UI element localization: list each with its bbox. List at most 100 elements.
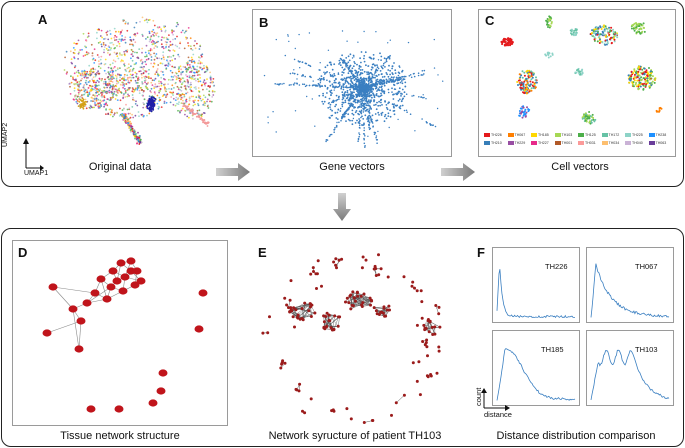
patient-edge — [297, 316, 312, 318]
patient-node — [355, 290, 359, 294]
patient-node — [364, 258, 368, 262]
distance-plot: TH226 — [492, 247, 580, 323]
patient-node — [421, 340, 425, 343]
distance-plot: TH067 — [586, 247, 674, 323]
patient-node — [374, 274, 378, 277]
patient-node — [375, 312, 379, 316]
patient-node — [413, 286, 416, 290]
patient-node — [418, 393, 422, 397]
patient-node — [307, 309, 311, 313]
patient-node — [387, 304, 391, 308]
network-edge — [72, 308, 80, 350]
legend-item: TH229 — [507, 141, 525, 145]
legend-label: TH210 — [491, 141, 502, 145]
distance-plot-label: TH103 — [635, 345, 658, 354]
patient-node — [340, 257, 344, 261]
patient-node — [331, 408, 335, 412]
legend-item: TH067 — [507, 133, 525, 137]
distance-curve — [496, 348, 576, 401]
patient-node — [402, 275, 406, 279]
patient-node — [362, 292, 366, 296]
dist-axis-indicator — [481, 388, 510, 411]
patient-node — [281, 359, 285, 363]
patient-edge — [289, 303, 311, 312]
caption-original-data: Original data — [88, 161, 152, 173]
legend-swatch — [554, 141, 561, 145]
patient-node — [268, 315, 271, 319]
patient-node — [361, 301, 365, 305]
network-node — [102, 295, 112, 303]
patient-node — [373, 264, 377, 268]
legend-label: TH226 — [491, 133, 502, 137]
patient-node — [419, 289, 423, 293]
patient-edge — [338, 316, 340, 327]
legend-item: TH225 — [625, 133, 643, 137]
legend-item: TH172 — [601, 133, 619, 137]
panel-b — [252, 9, 452, 157]
legend-swatch — [507, 133, 514, 137]
network-node — [68, 305, 78, 313]
patient-node — [332, 260, 336, 264]
distance-curve — [590, 263, 670, 318]
patient-node — [333, 314, 337, 318]
caption-cell-vectors: Cell vectors — [551, 161, 609, 173]
patient-node — [288, 310, 292, 314]
network-node — [106, 283, 116, 291]
legend-item: TH001 — [554, 141, 573, 145]
patient-node — [328, 319, 332, 323]
legend-swatch — [531, 141, 537, 145]
network-edge — [78, 320, 82, 350]
patient-node — [369, 303, 372, 307]
patient-node — [426, 354, 429, 358]
patient-edge — [292, 303, 311, 317]
patient-node — [288, 298, 292, 302]
panel-letter-c: C — [485, 13, 495, 28]
distance-plot-label: TH067 — [635, 262, 658, 271]
legend-item: TH034 — [601, 141, 619, 145]
patient-edge — [355, 293, 365, 302]
panel-letter-d: D — [18, 245, 28, 260]
patient-node — [415, 289, 419, 293]
patient-node — [301, 318, 305, 322]
distance-curve-svg — [496, 269, 575, 319]
tissue-network-graph — [42, 257, 208, 413]
network-node — [112, 277, 122, 285]
patient-node — [411, 280, 415, 284]
patient-node — [437, 349, 441, 353]
patient-node — [424, 341, 428, 345]
patient-node — [345, 407, 349, 411]
panel-d — [12, 240, 228, 426]
network-node — [108, 267, 118, 275]
patient-node — [334, 257, 338, 261]
patient-node — [294, 387, 298, 391]
network-node — [126, 257, 136, 265]
patient-node — [427, 330, 431, 334]
patient-node — [361, 255, 365, 259]
legend-item: TH226 — [484, 133, 502, 137]
patient-node — [370, 419, 374, 422]
patient-node — [289, 279, 293, 283]
patient-node — [289, 306, 293, 310]
patient-node — [437, 345, 441, 349]
legend-swatch — [648, 133, 655, 137]
legend-swatch — [484, 141, 490, 145]
patient-node — [327, 313, 331, 317]
legend-label: TH227 — [538, 141, 549, 145]
patient-node — [283, 361, 287, 365]
patient-edge — [329, 314, 339, 327]
legend-swatch — [531, 133, 537, 137]
patient-node — [292, 306, 296, 310]
patient-node — [312, 270, 315, 273]
patient-node — [359, 294, 363, 298]
distance-curve-svg — [590, 349, 670, 400]
patient-node — [435, 371, 439, 375]
patient-node — [411, 361, 415, 365]
legend-label: TH103 — [561, 133, 573, 137]
patient-node — [295, 315, 299, 319]
arrow-down — [333, 193, 351, 221]
patient-node — [415, 323, 419, 327]
cell-legend: TH226 TH067 TH185 TH103 TH125 TH172 TH225 TH238… — [484, 133, 672, 153]
network-node — [116, 259, 126, 267]
patient-node — [261, 331, 265, 335]
legend-label: TH001 — [561, 141, 573, 145]
